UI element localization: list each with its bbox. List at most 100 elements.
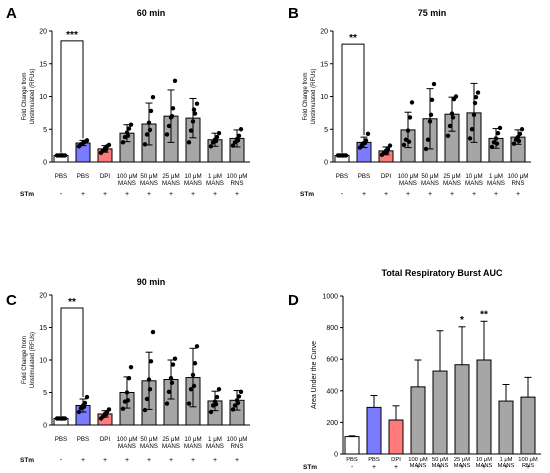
- stm-sign: +: [213, 457, 217, 464]
- data-point: [471, 112, 477, 118]
- data-point: [497, 125, 503, 131]
- category-label: 1 μM: [208, 173, 222, 180]
- data-point: [81, 140, 87, 145]
- significance-bracket: [341, 43, 365, 153]
- category-label: MANS: [498, 463, 515, 469]
- stm-sign: +: [235, 191, 239, 198]
- data-point: [428, 112, 434, 118]
- data-point: [124, 390, 130, 395]
- data-point: [81, 404, 87, 409]
- panel-letter: D: [288, 292, 299, 309]
- data-point: [150, 94, 156, 100]
- category-label: 50 μM: [432, 457, 448, 463]
- category-label: MANS: [184, 443, 202, 450]
- chart-title: 75 min: [418, 8, 447, 18]
- data-point: [450, 115, 456, 120]
- bar: [476, 359, 492, 455]
- data-point: [427, 119, 433, 124]
- bar: [366, 406, 382, 455]
- y-tick-label: 15: [320, 61, 328, 68]
- stm-sign: +: [450, 191, 454, 198]
- category-label: MANS: [162, 180, 180, 187]
- data-point: [365, 131, 371, 137]
- data-point: [213, 402, 219, 407]
- data-point: [425, 137, 431, 142]
- data-point: [190, 372, 196, 378]
- data-point: [406, 139, 412, 144]
- stm-sign: +: [384, 191, 388, 198]
- y-tick-label: 200: [326, 420, 338, 427]
- data-point: [405, 128, 411, 133]
- data-point: [387, 143, 393, 148]
- y-tick-label: 5: [43, 127, 47, 134]
- category-label: 10 μM: [476, 457, 492, 463]
- y-tick-label: 0: [324, 160, 328, 167]
- data-point: [106, 142, 112, 148]
- data-point: [194, 101, 200, 106]
- data-point: [166, 123, 172, 129]
- category-label: 100 μM: [518, 457, 538, 463]
- stm-label: STm: [20, 457, 34, 464]
- data-point: [208, 144, 214, 149]
- data-point: [172, 78, 178, 83]
- data-point: [519, 127, 525, 132]
- data-point: [516, 138, 522, 144]
- data-point: [172, 356, 178, 361]
- data-point: [142, 407, 148, 413]
- y-tick-label: 0: [334, 452, 338, 459]
- stm-label: STm: [300, 191, 314, 198]
- data-point: [148, 359, 154, 364]
- stm-sign: -: [351, 464, 354, 471]
- y-tick-label: 400: [326, 388, 338, 395]
- data-point: [429, 97, 435, 102]
- data-point: [362, 140, 368, 146]
- panel-d-chart: D Total Respiratory Burst AUC 0 200 400 600 80…: [288, 268, 541, 471]
- category-label: 10 μM: [465, 173, 482, 180]
- stm-sign: +: [482, 464, 486, 471]
- category-label: PBS: [346, 457, 358, 463]
- stm-sign: +: [394, 464, 398, 471]
- stm-sign: +: [516, 191, 520, 198]
- stm-sign: +: [494, 191, 498, 198]
- category-label: MANS: [443, 180, 461, 187]
- category-label: RNS: [230, 180, 243, 187]
- y-tick-label: 5: [324, 127, 328, 134]
- category-label: MANS: [410, 463, 427, 469]
- y-tick-label: 20: [320, 29, 328, 36]
- data-point: [493, 136, 499, 141]
- data-point: [170, 362, 176, 367]
- category-label: MANS: [465, 180, 483, 187]
- data-point: [214, 394, 220, 400]
- stm-sign: +: [125, 457, 129, 464]
- data-point: [447, 123, 453, 129]
- bar: [432, 370, 448, 455]
- data-point: [423, 146, 429, 152]
- category-label: PBS: [55, 436, 67, 443]
- category-label: MANS: [118, 443, 136, 450]
- data-point: [120, 140, 126, 145]
- category-label: MANS: [184, 180, 202, 187]
- data-point: [142, 142, 148, 147]
- category-label: 100 μM: [408, 457, 428, 463]
- category-label: 100 μM: [398, 173, 419, 180]
- data-point: [164, 132, 170, 137]
- stm-sign: +: [81, 457, 85, 464]
- y-tick-label: 0: [43, 423, 47, 430]
- panel-letter: C: [6, 292, 17, 309]
- stm-sign: +: [125, 191, 129, 198]
- category-label: 100 μM: [227, 436, 248, 443]
- data-point: [148, 108, 154, 114]
- data-point: [475, 90, 481, 95]
- data-point: [431, 81, 437, 87]
- stm-sign: +: [235, 457, 239, 464]
- data-point: [144, 132, 150, 137]
- category-label: DPI: [100, 173, 111, 180]
- data-point: [213, 138, 219, 144]
- data-point: [125, 133, 131, 138]
- stm-sign: +: [147, 191, 151, 198]
- data-point: [191, 107, 197, 112]
- data-point: [495, 130, 501, 136]
- data-point: [511, 141, 517, 146]
- data-point: [128, 364, 134, 370]
